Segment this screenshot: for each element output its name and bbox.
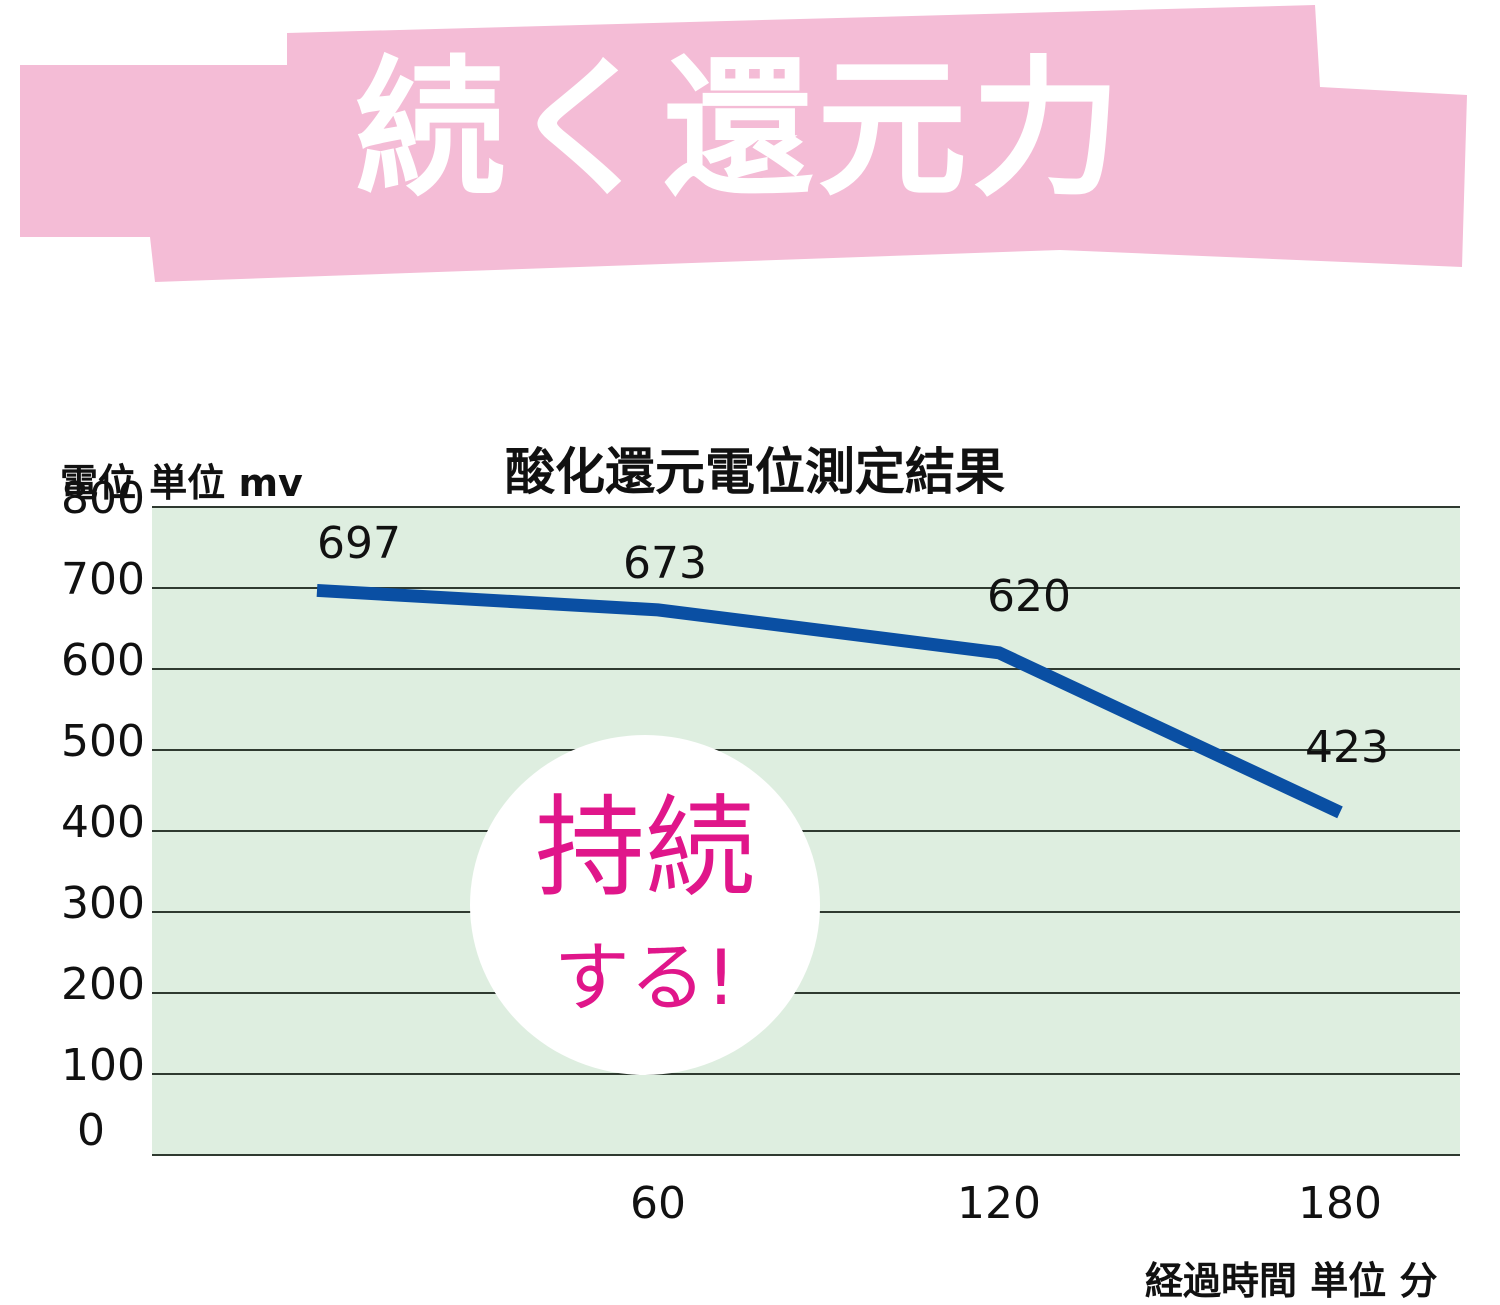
banner-title: 続く還元力 (355, 43, 1126, 217)
y-tick-label: 0 (77, 1105, 105, 1156)
badge-main-text: 持続 (535, 784, 755, 912)
x-tick-label: 120 (957, 1178, 1041, 1229)
data-line (316, 583, 1343, 819)
y-axis-label: 電位 単位 mv (60, 461, 303, 505)
y-tick-label: 300 (61, 878, 145, 929)
y-tick-label: 800 (61, 473, 145, 524)
sustain-badge: 持続 する! (470, 735, 820, 1075)
x-tick-label: 180 (1298, 1178, 1382, 1229)
data-point-label: 697 (317, 518, 401, 570)
y-tick-label: 600 (61, 635, 145, 686)
banner-shape (20, 5, 1467, 282)
data-point-label: 673 (623, 537, 707, 589)
x-axis-label: 経過時間 単位 分 (1145, 1259, 1438, 1303)
y-tick-label: 700 (61, 554, 145, 605)
y-tick-label: 200 (61, 959, 145, 1010)
y-tick-label: 500 (61, 716, 145, 767)
data-point-label: 620 (987, 570, 1071, 622)
badge-sub-text: する! (553, 933, 737, 1022)
y-tick-label: 400 (61, 797, 145, 848)
title-banner (20, 5, 1467, 282)
y-tick-label: 100 (61, 1040, 145, 1091)
x-tick-label: 60 (630, 1178, 686, 1229)
chart-title: 酸化還元電位測定結果 (505, 443, 1005, 501)
data-point-label: 423 (1305, 722, 1389, 774)
